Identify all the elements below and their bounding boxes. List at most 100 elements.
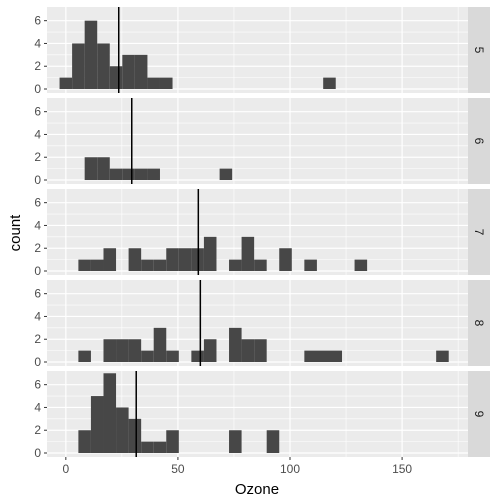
y-axis-title: count — [7, 214, 24, 252]
histogram-bar — [153, 327, 167, 363]
histogram-bar — [116, 339, 129, 363]
y-tick-label: 6 — [34, 14, 41, 28]
facet-strip — [468, 280, 490, 366]
x-tick-label: 100 — [280, 462, 300, 476]
y-tick-label: 0 — [34, 173, 41, 187]
facet-strip — [468, 98, 490, 184]
facet-strip — [468, 189, 490, 275]
facet-panel-9: 0 2 4 6 9 — [34, 371, 490, 460]
histogram-bar — [147, 77, 160, 90]
y-tick-label: 4 — [34, 127, 41, 141]
y-tick-label: 0 — [34, 446, 41, 460]
histogram-bar — [304, 350, 343, 363]
histogram-bar — [191, 350, 204, 363]
histogram-bar — [153, 259, 167, 272]
histogram-bar — [166, 350, 179, 363]
histogram-bar — [128, 248, 142, 272]
histogram-bar — [84, 20, 98, 90]
y-tick-label: 6 — [34, 378, 41, 392]
histogram-bar — [147, 168, 160, 181]
histogram-bar — [254, 259, 267, 272]
histogram-bar — [109, 168, 123, 181]
histogram-bar — [128, 339, 142, 363]
histogram-bar — [109, 66, 123, 90]
facet-panel-7: 0 2 4 6 7 — [34, 189, 490, 278]
histogram-bar — [178, 248, 192, 272]
y-tick-label: 6 — [34, 287, 41, 301]
y-tick-label: 2 — [34, 423, 41, 437]
histogram-bar — [116, 407, 129, 454]
histogram-bar — [166, 430, 179, 454]
facet-panel-5: 0 2 4 6 5 — [34, 7, 490, 96]
histogram-bar — [229, 327, 242, 363]
histogram-bar — [128, 418, 142, 454]
histogram-bar — [354, 259, 368, 272]
histogram-bar — [59, 77, 73, 90]
y-tick-label: 0 — [34, 82, 41, 96]
histogram-bar — [203, 339, 217, 363]
y-tick-label: 0 — [34, 264, 41, 278]
histogram-bar — [279, 248, 292, 272]
facet-strip-label: 9 — [472, 411, 486, 418]
y-tick-label: 4 — [34, 36, 41, 50]
x-tick-label: 150 — [392, 462, 412, 476]
histogram-bar — [72, 43, 85, 90]
histogram-bar — [254, 339, 267, 363]
histogram-bar — [78, 350, 91, 363]
facet-panel-6: 0 2 4 6 6 — [34, 98, 490, 187]
x-tick-label: 50 — [171, 462, 185, 476]
histogram-bar — [159, 77, 173, 90]
histogram-bar — [304, 259, 317, 272]
y-tick-label: 6 — [34, 196, 41, 210]
facet-strip-label: 5 — [472, 47, 486, 54]
histogram-bar — [103, 339, 117, 363]
histogram-bar — [323, 77, 336, 90]
histogram-bar — [97, 43, 110, 90]
facet-strip — [468, 7, 490, 93]
histogram-bar — [84, 157, 98, 181]
facet-strip-label: 6 — [472, 138, 486, 145]
facet-strip-label: 7 — [472, 229, 486, 236]
histogram-bar — [122, 54, 135, 90]
histogram-bar — [266, 430, 280, 454]
histogram-bar — [90, 396, 104, 454]
histogram-bar — [134, 54, 148, 90]
histogram-bar — [141, 350, 154, 363]
histogram-bar — [203, 236, 217, 272]
histogram-bar — [241, 236, 255, 272]
histogram-bar — [97, 157, 110, 181]
histogram-bar — [78, 259, 91, 272]
histogram-bar — [166, 248, 179, 272]
histogram-bar — [90, 259, 104, 272]
x-axis-title: Ozone — [235, 481, 279, 498]
histogram-bar — [103, 373, 117, 454]
y-tick-label: 2 — [34, 332, 41, 346]
facet-strip-label: 8 — [472, 320, 486, 327]
facet-panel-8: 0 2 4 6 8 — [34, 280, 490, 369]
histogram-bar — [436, 350, 449, 363]
histogram-bar — [78, 430, 91, 454]
histogram-bar — [103, 248, 117, 272]
x-tick-label: 0 — [62, 462, 69, 476]
y-tick-label: 6 — [34, 105, 41, 119]
y-tick-label: 2 — [34, 59, 41, 73]
histogram-bar — [229, 259, 242, 272]
y-tick-label: 2 — [34, 241, 41, 255]
facet-strip — [468, 371, 490, 457]
histogram-bar — [219, 168, 233, 181]
histogram-bar — [241, 339, 255, 363]
histogram-bar — [153, 441, 167, 454]
facet-panels: 0 2 4 6 5 0 2 4 6 6 0 2 4 6 7 0 2 4 6 8 0 2 4 6 9 — [34, 7, 490, 460]
y-tick-label: 2 — [34, 150, 41, 164]
y-tick-label: 4 — [34, 218, 41, 232]
y-tick-label: 4 — [34, 400, 41, 414]
histogram-bar — [122, 168, 135, 181]
y-tick-label: 4 — [34, 309, 41, 323]
histogram-bar — [141, 441, 154, 454]
histogram-bar — [229, 430, 242, 454]
histogram-bar — [134, 168, 148, 181]
y-tick-label: 0 — [34, 355, 41, 369]
histogram-bar — [141, 259, 154, 272]
x-axis: 0 50 100 150 — [62, 457, 412, 476]
